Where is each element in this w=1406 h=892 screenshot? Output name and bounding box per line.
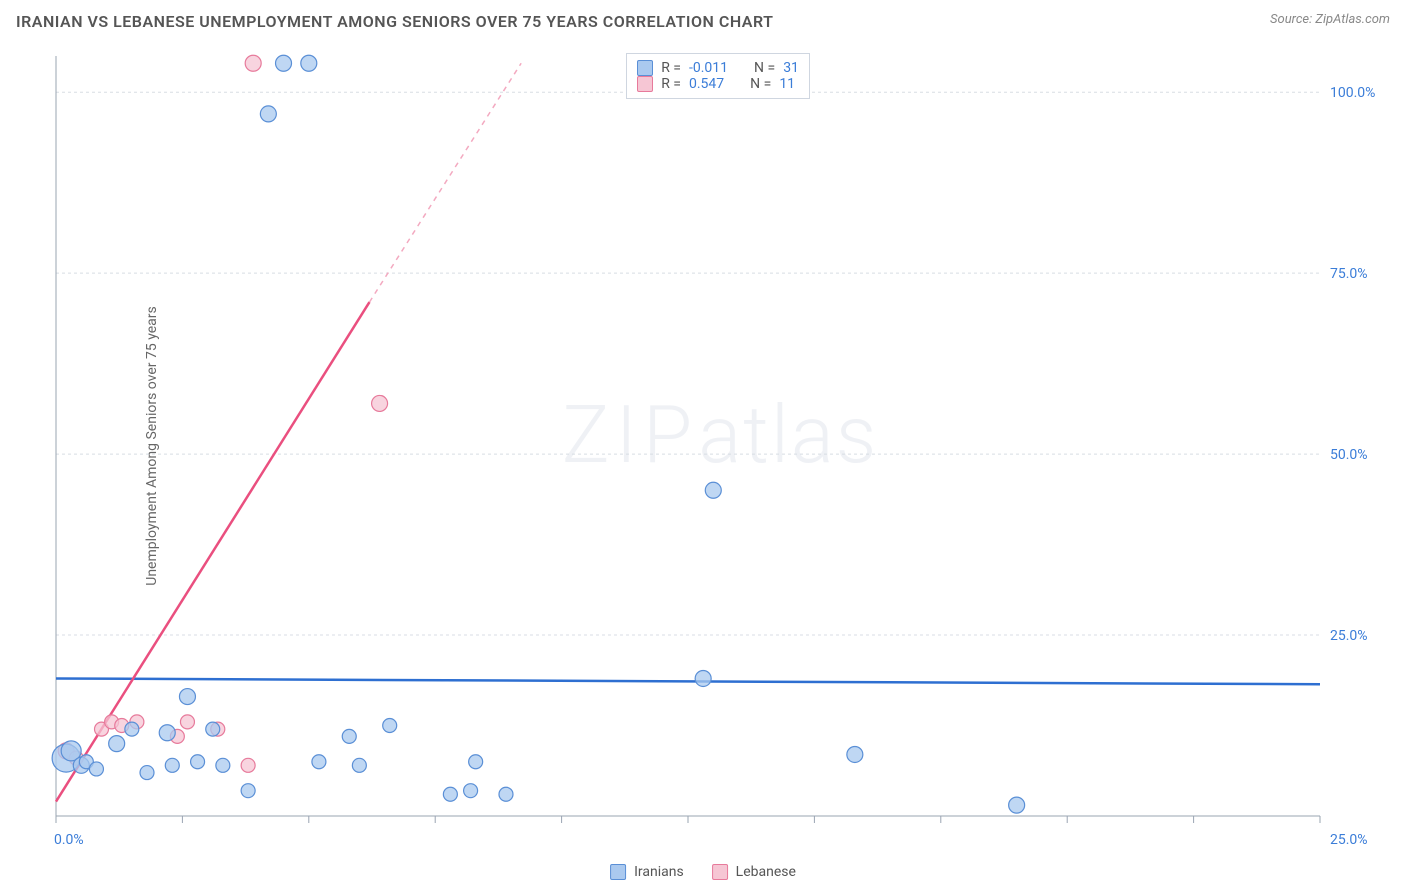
lebanese-swatch-icon: [712, 864, 728, 880]
chart-title: IRANIAN VS LEBANESE UNEMPLOYMENT AMONG S…: [16, 12, 773, 31]
n-label: N =: [754, 60, 775, 76]
lebanese-swatch-icon: [637, 76, 653, 92]
svg-text:25.0%: 25.0%: [1330, 832, 1368, 848]
legend-label-lebanese: Lebanese: [736, 864, 796, 880]
source-attribution: Source: ZipAtlas.com: [1270, 12, 1390, 27]
legend-item-iranians: Iranians: [610, 864, 684, 880]
r-label: R =: [661, 76, 681, 92]
r-label: R =: [661, 60, 681, 76]
r-value-lebanese: 0.547: [689, 76, 724, 92]
svg-text:25.0%: 25.0%: [1330, 628, 1368, 644]
svg-text:0.0%: 0.0%: [54, 832, 84, 848]
stats-row-lebanese: R = 0.547 N = 11: [637, 76, 799, 92]
iranians-swatch-icon: [610, 864, 626, 880]
r-value-iranians: -0.011: [689, 60, 728, 76]
legend-item-lebanese: Lebanese: [712, 864, 796, 880]
scatter-plot: 25.0% 50.0% 75.0% 100.0% 0.0% 25.0%: [50, 50, 1390, 852]
svg-text:100.0%: 100.0%: [1330, 85, 1375, 101]
chart-area: ZIPatlas 25.0%50.0%75.0%100.0%0.0%25.0% …: [50, 50, 1390, 852]
svg-text:75.0%: 75.0%: [1330, 266, 1368, 282]
n-label: N =: [750, 76, 771, 92]
n-value-iranians: 31: [783, 60, 799, 76]
chart-legend: Iranians Lebanese: [610, 864, 796, 880]
iranians-swatch-icon: [637, 60, 653, 76]
stats-row-iranians: R = -0.011 N = 31: [637, 60, 799, 76]
correlation-stats-box: R = -0.011 N = 31 R = 0.547 N = 11: [626, 53, 810, 99]
legend-label-iranians: Iranians: [634, 864, 684, 880]
n-value-lebanese: 11: [779, 76, 795, 92]
svg-text:50.0%: 50.0%: [1330, 447, 1368, 463]
